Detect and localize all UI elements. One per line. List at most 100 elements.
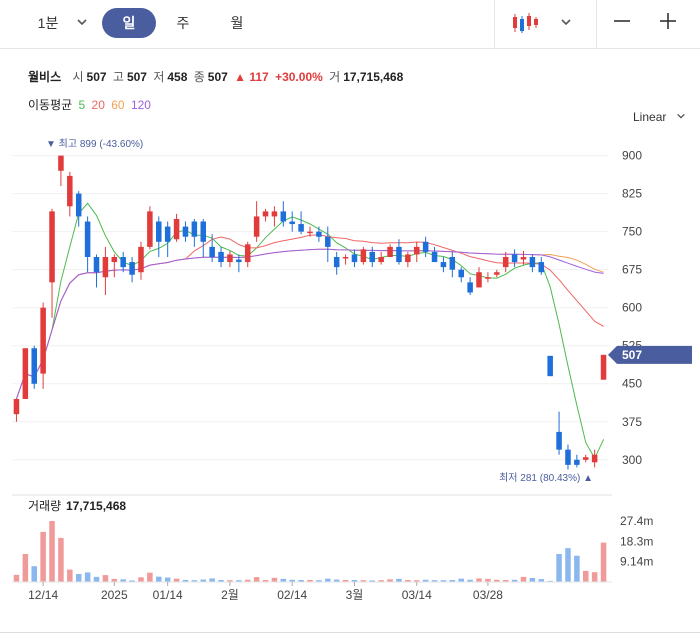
- zoom-in-icon[interactable]: [656, 8, 680, 38]
- volume-bar: [556, 553, 562, 582]
- volume-bar: [280, 578, 287, 582]
- candle-body: [351, 254, 358, 263]
- ma-120-label[interactable]: 120: [130, 98, 151, 112]
- candle-body: [156, 221, 162, 242]
- volume-bar: [13, 574, 20, 582]
- volume-tick-label: 9.14m: [620, 555, 653, 569]
- candle-body: [431, 251, 438, 263]
- volume-bar: [218, 579, 224, 582]
- candle-body: [111, 257, 118, 263]
- candle-body: [129, 262, 135, 275]
- volume-bar: [182, 579, 189, 582]
- volume-bar: [494, 579, 500, 582]
- candle-body: [236, 259, 242, 263]
- volume-bar: [387, 579, 393, 582]
- volume-tick-label: 18.3m: [620, 534, 653, 548]
- candle-body: [520, 257, 527, 260]
- volume-bar: [325, 578, 331, 582]
- volume-bar: [583, 570, 589, 582]
- volume-bar: [502, 579, 509, 582]
- volume-bar: [173, 578, 180, 582]
- candle-body: [387, 246, 393, 257]
- volume-bar: [164, 577, 171, 582]
- scale-mode-button[interactable]: Linear: [633, 110, 686, 124]
- moving-average-legend: 이동평균 5 20 60 120: [28, 96, 154, 113]
- toolbar-divider: [494, 0, 495, 48]
- ma-60-label[interactable]: 60: [111, 98, 125, 112]
- candle-body: [538, 262, 545, 273]
- volume-bar: [298, 579, 304, 582]
- candle-body: [494, 272, 500, 275]
- volume-bar: [40, 531, 46, 582]
- tab-day[interactable]: 일: [102, 8, 156, 38]
- ma-5-label[interactable]: 5: [78, 98, 86, 112]
- zoom-out-icon[interactable]: [610, 8, 634, 38]
- volume-bar: [378, 580, 384, 582]
- candle-body: [591, 454, 598, 463]
- volume-bar: [289, 579, 295, 582]
- volume-bar: [138, 577, 144, 582]
- price-tick-label: 675: [622, 263, 642, 277]
- volume-bar: [22, 553, 29, 582]
- candle-body: [67, 175, 73, 207]
- candle-body: [458, 269, 464, 278]
- candle-body: [280, 211, 287, 222]
- stock-name: 월비스: [28, 70, 62, 84]
- chevron-down-icon[interactable]: [72, 8, 92, 38]
- volume-bar: [591, 572, 598, 582]
- high-label: 고: [112, 70, 124, 84]
- volume-bar: [369, 580, 376, 582]
- open-value: 507: [86, 70, 107, 84]
- volume-total: 17,715,468: [66, 499, 126, 513]
- volume-bar: [467, 579, 473, 582]
- candle-body: [413, 246, 420, 255]
- ma-5-line: [15, 202, 605, 460]
- change-value: ▲ 117: [234, 70, 269, 84]
- volume-bar: [476, 578, 482, 582]
- candle-body: [547, 355, 553, 377]
- volume-bar: [67, 569, 73, 582]
- interval-minute-button[interactable]: 1분: [37, 15, 59, 31]
- price-tick-label: 450: [622, 377, 642, 391]
- volume-value: 17,715,468: [343, 70, 404, 84]
- candle-body: [369, 251, 376, 263]
- volume-bar: [458, 578, 464, 582]
- bottom-divider: [0, 632, 700, 633]
- volume-bar: [574, 555, 580, 582]
- candle-body: [378, 257, 384, 263]
- candle-body: [449, 257, 456, 270]
- volume-bar: [342, 579, 349, 582]
- tab-week[interactable]: 주: [176, 15, 190, 31]
- volume-bar: [565, 548, 571, 582]
- candle-body: [164, 226, 171, 242]
- candle-body: [209, 246, 215, 257]
- x-axis-label: 03/14: [402, 588, 432, 602]
- tab-month[interactable]: 월: [230, 15, 244, 31]
- candle-body: [58, 155, 64, 171]
- candle-body: [31, 348, 37, 384]
- volume-bar: [102, 575, 109, 582]
- candle-body: [84, 221, 91, 257]
- volume-title: 거래량: [28, 499, 61, 513]
- candle-body: [476, 272, 482, 288]
- volume-bar: [156, 576, 162, 582]
- candle-body: [583, 457, 589, 460]
- x-axis-label: 01/14: [153, 588, 183, 602]
- volume-bar: [31, 566, 37, 582]
- volume-bar: [396, 578, 402, 582]
- volume-bar: [75, 573, 82, 582]
- candle-body: [244, 244, 251, 263]
- candle-body: [253, 216, 260, 237]
- price-tick-label: 600: [622, 301, 642, 315]
- candle-body: [333, 257, 340, 268]
- chart-type-chevron-icon[interactable]: [556, 8, 576, 38]
- candlestick-chart-icon[interactable]: [510, 12, 540, 34]
- candle-body: [467, 282, 473, 293]
- volume-bar: [360, 580, 367, 582]
- volume-bar: [520, 576, 527, 582]
- candle-body: [440, 262, 447, 268]
- x-axis-label: 12/14: [28, 588, 58, 602]
- ma-20-label[interactable]: 20: [91, 98, 105, 112]
- current-price-label: 507: [622, 348, 642, 362]
